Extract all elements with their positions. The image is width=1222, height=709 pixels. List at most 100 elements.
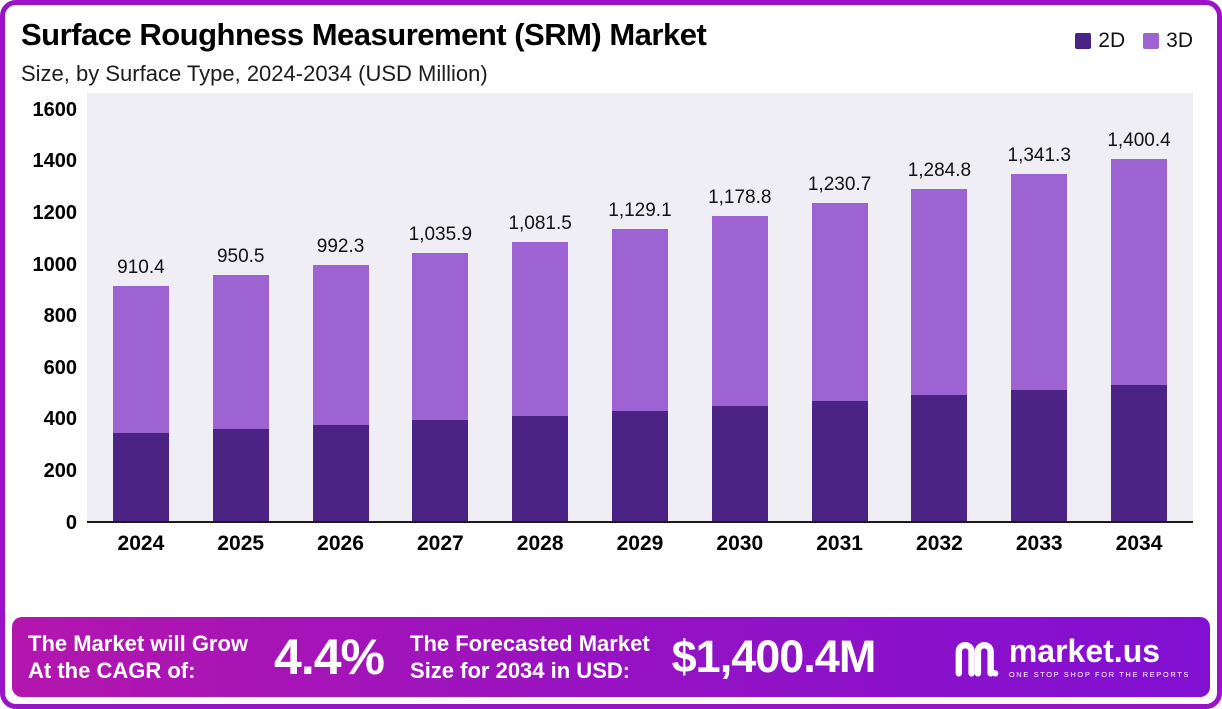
x-axis-label-2027: 2027 <box>416 531 464 555</box>
y-axis-tick-label: 0 <box>65 511 77 534</box>
bar-column-2031: 1,230.7 <box>790 93 890 521</box>
x-axis-label-2024: 2024 <box>117 531 165 555</box>
stacked-bar-2030[interactable] <box>711 216 768 521</box>
x-axis-label-2034: 2034 <box>1115 531 1163 555</box>
bar-column-2033: 1,341.3 <box>989 93 1089 521</box>
bar-segment-3d <box>312 264 369 425</box>
x-axis-label-2031: 2031 <box>816 531 863 555</box>
y-axis: 0 200 400 600 800 1000 1200 1400 1600 <box>15 93 87 534</box>
bar-segment-3d <box>711 216 768 406</box>
bar-column-2027: 1,035.9 <box>390 93 490 521</box>
forecast-value: $1,400.4M <box>671 631 877 682</box>
bar-segment-2d <box>112 432 169 521</box>
legend-swatch-2d <box>1075 33 1092 49</box>
cagr-label-line-2: At the CAGR of: <box>28 658 196 683</box>
y-axis-tick-label: 1000 <box>32 253 78 276</box>
forecast-label: The Forecasted Market Size for 2034 in U… <box>410 630 650 685</box>
x-axis-label-2029: 2029 <box>616 531 664 555</box>
bar-chart: 0 200 400 600 800 1000 1200 1400 1600 910.4 950.5… <box>15 92 1193 556</box>
bar-segment-3d <box>212 275 269 429</box>
stacked-bar-2032[interactable] <box>911 189 968 521</box>
stacked-bar-2033[interactable] <box>1011 174 1068 521</box>
bar-column-2030: 1,178.8 <box>690 93 790 521</box>
bar-value-label: 1,284.8 <box>907 160 972 182</box>
chart-header: Surface Roughness Measurement (SRM) Mark… <box>5 5 1217 87</box>
bar-value-label: 1,178.8 <box>708 187 772 209</box>
y-axis-tick-label: 800 <box>43 305 77 328</box>
logo-tagline: ONE STOP SHOP FOR THE REPORTS <box>1008 670 1190 679</box>
bar-segment-3d <box>811 202 868 401</box>
bar-segment-2d <box>711 405 768 521</box>
bar-segment-3d <box>1111 159 1168 385</box>
bar-value-label: 1,230.7 <box>807 173 872 195</box>
bar-value-label: 1,341.3 <box>1007 145 1071 167</box>
market-us-logo[interactable]: market.us ONE STOP SHOP FOR THE REPORTS <box>955 635 1190 679</box>
stacked-bar-2028[interactable] <box>512 241 569 521</box>
cagr-label: The Market will Grow At the CAGR of: <box>28 630 248 685</box>
bar-value-label: 1,129.1 <box>608 200 672 222</box>
x-axis-label-2025: 2025 <box>217 531 265 555</box>
page-title: Surface Roughness Measurement (SRM) Mark… <box>21 17 707 52</box>
bar-segment-2d <box>911 395 968 521</box>
forecast-label-line-1: The Forecasted Market <box>410 630 650 656</box>
bar-column-2026: 992.3 <box>291 93 391 521</box>
y-axis-tick-label: 1200 <box>32 201 78 224</box>
bar-segment-2d <box>312 424 369 521</box>
y-axis-tick-label: 200 <box>43 460 77 483</box>
stacked-bar-2031[interactable] <box>811 202 868 521</box>
bar-column-2032: 1,284.8 <box>890 93 990 521</box>
stacked-bar-2029[interactable] <box>611 229 668 521</box>
bar-segment-2d <box>1011 389 1068 521</box>
bar-column-2024: 910.4 <box>91 93 191 521</box>
bar-segment-2d <box>1111 384 1168 521</box>
bar-value-label: 992.3 <box>316 235 365 257</box>
legend-swatch-3d <box>1143 33 1160 49</box>
bar-column-2034: 1,400.4 <box>1089 93 1189 521</box>
bar-segment-2d <box>811 400 868 521</box>
stacked-bar-2025[interactable] <box>212 275 269 521</box>
bar-segment-3d <box>112 285 169 433</box>
bar-segment-3d <box>611 229 668 411</box>
bar-value-label: 1,081.5 <box>508 212 572 234</box>
bar-segment-3d <box>512 241 569 416</box>
legend-item-3d[interactable]: 3D <box>1143 29 1193 53</box>
bar-segment-2d <box>512 415 569 521</box>
stacked-bar-2034[interactable] <box>1111 159 1168 521</box>
legend-label: 3D <box>1166 29 1193 52</box>
bar-column-2025: 950.5 <box>191 93 291 521</box>
y-axis-tick-label: 1400 <box>32 150 78 173</box>
bar-value-label: 1,400.4 <box>1107 130 1171 152</box>
stacked-bar-2026[interactable] <box>312 264 369 521</box>
logo-text: market.us <box>1008 633 1161 669</box>
bar-column-2029: 1,129.1 <box>590 93 690 521</box>
chart-legend: 2D 3D <box>1075 29 1193 53</box>
x-axis-label-2026: 2026 <box>317 531 364 555</box>
plot-area: 910.4 950.5 992.3 1,035.9 1,081.5 1,129.1 1,17… <box>87 92 1193 523</box>
bar-segment-2d <box>611 410 668 521</box>
y-axis-tick-label: 1600 <box>32 98 78 121</box>
cagr-banner: The Market will Grow At the CAGR of: 4.4… <box>12 617 1210 697</box>
x-axis: 2024 2025 2026 2027 2028 2029 2030 2031 2032 2033… <box>87 532 1193 556</box>
x-axis-label-2033: 2033 <box>1015 531 1063 555</box>
bar-value-label: 950.5 <box>216 246 265 268</box>
forecast-label-line-2: Size for 2034 in USD: <box>410 658 631 683</box>
bar-value-label: 910.4 <box>117 256 165 278</box>
y-axis-tick-label: 400 <box>43 408 77 431</box>
bar-segment-2d <box>212 428 269 521</box>
bar-segment-3d <box>911 189 968 396</box>
market-us-logo-icon <box>955 637 999 677</box>
bar-column-2028: 1,081.5 <box>490 93 590 521</box>
cagr-label-line-1: The Market will Grow <box>28 630 249 656</box>
legend-item-2d[interactable]: 2D <box>1075 29 1125 53</box>
bar-segment-3d <box>1011 174 1068 390</box>
cagr-value: 4.4% <box>274 629 385 685</box>
chart-subtitle: Size, by Surface Type, 2024-2034 (USD Mi… <box>21 60 488 86</box>
bar-segment-2d <box>412 419 469 521</box>
stacked-bar-2027[interactable] <box>412 253 469 521</box>
title-block: Surface Roughness Measurement (SRM) Mark… <box>21 17 707 87</box>
y-axis-tick-label: 600 <box>43 356 77 379</box>
legend-label: 2D <box>1098 29 1126 52</box>
stacked-bar-2024[interactable] <box>112 285 169 521</box>
logo-text-block: market.us ONE STOP SHOP FOR THE REPORTS <box>1009 635 1190 679</box>
